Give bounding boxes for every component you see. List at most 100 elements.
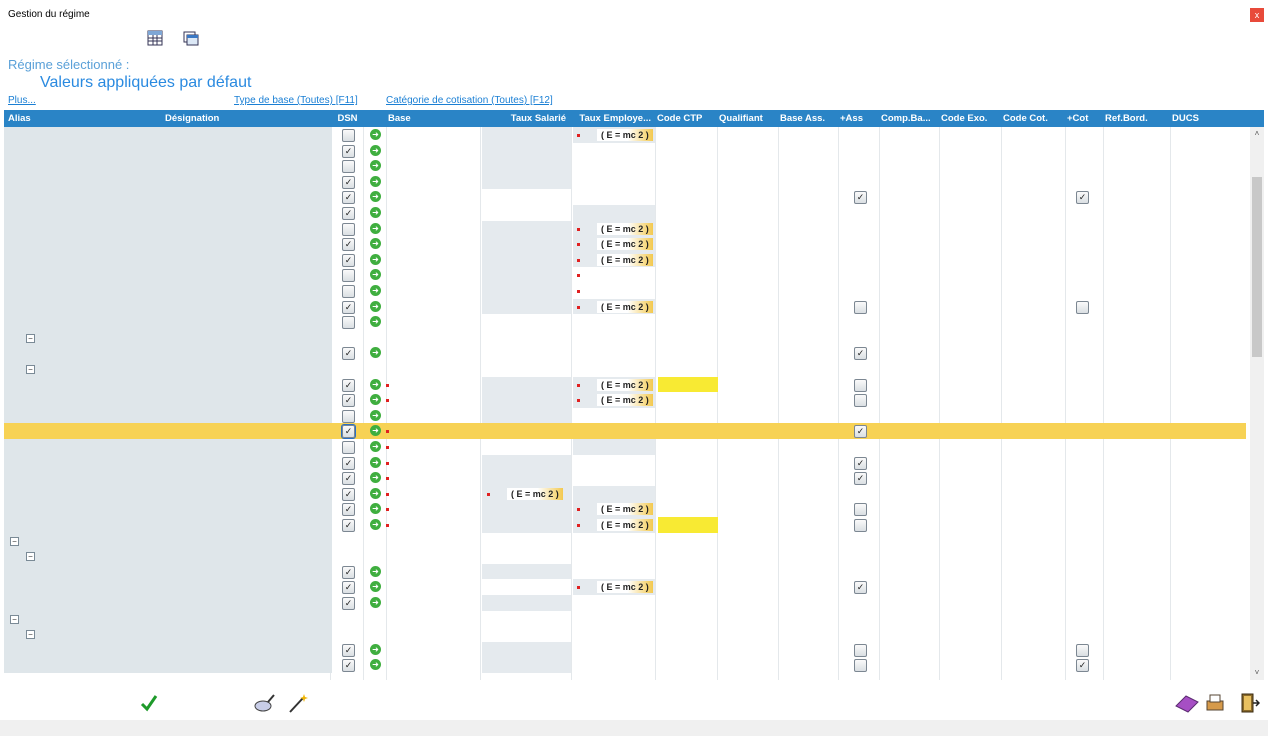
type-base-link[interactable]: Type de base (Toutes) [F11] <box>234 95 358 106</box>
formula-badge[interactable]: ( E = mc 2 ) <box>597 394 653 407</box>
apply-arrow-icon[interactable]: ➜ <box>370 472 381 484</box>
dsn-checkbox[interactable] <box>342 441 355 454</box>
table-row[interactable]: ✓ ➜ ( E = mc 2 ) ✓ <box>4 579 1246 595</box>
cot-checkbox[interactable]: ✓ <box>1076 659 1089 673</box>
cot-checkbox[interactable] <box>1076 643 1089 657</box>
table-row[interactable]: ✓ ➜ ( E = mc 2 ) <box>4 298 1246 315</box>
collapse-toggle-icon[interactable]: − <box>26 365 35 374</box>
ass-checkbox[interactable] <box>854 659 867 673</box>
table-row[interactable]: ✓ ➜ <box>4 563 1246 580</box>
table-row[interactable]: ➜ <box>4 267 1246 283</box>
apply-arrow-icon[interactable]: ➜ <box>370 394 381 406</box>
cot-checkbox[interactable] <box>1076 300 1089 314</box>
cot-checkbox[interactable]: ✓ <box>1076 191 1089 205</box>
dsn-checkbox[interactable]: ✓ <box>342 175 355 189</box>
search-icon[interactable] <box>252 692 278 714</box>
plus-link[interactable]: Plus... <box>8 95 36 106</box>
table-row[interactable]: ✓ ➜ ( E = mc 2 ) <box>4 392 1246 408</box>
table-row[interactable]: ✓ ➜ ✓ <box>4 345 1246 361</box>
scroll-up-icon[interactable]: ˄ <box>1254 129 1260 138</box>
column-header[interactable]: Taux Salarié <box>510 113 566 124</box>
column-header[interactable]: Base Ass. <box>780 113 826 124</box>
table-row[interactable]: ➜ <box>4 283 1246 299</box>
column-header[interactable]: Alias <box>8 113 31 124</box>
print-icon[interactable] <box>1204 692 1226 714</box>
dsn-checkbox[interactable]: ✓ <box>342 487 355 501</box>
dsn-checkbox[interactable]: ✓ <box>342 238 355 252</box>
subgroup-row[interactable]: − <box>4 329 1246 346</box>
dsn-checkbox[interactable] <box>342 129 355 142</box>
table-row[interactable]: ✓ ➜ ( E = mc 2 ) <box>4 517 1246 533</box>
table-row[interactable]: ✓ ➜ ✓ <box>4 454 1246 471</box>
apply-arrow-icon[interactable]: ➜ <box>370 129 381 140</box>
dsn-checkbox[interactable]: ✓ <box>342 253 355 267</box>
dsn-checkbox[interactable]: ✓ <box>342 503 355 517</box>
column-header[interactable]: Code Cot. <box>1003 113 1048 124</box>
apply-arrow-icon[interactable]: ➜ <box>370 425 381 437</box>
vertical-scrollbar[interactable]: ˄ ˅ <box>1250 127 1264 680</box>
dsn-checkbox[interactable]: ✓ <box>342 581 355 595</box>
dsn-checkbox[interactable] <box>342 222 355 236</box>
formula-badge[interactable]: ( E = mc 2 ) <box>597 238 653 251</box>
dsn-checkbox[interactable]: ✓ <box>342 472 355 486</box>
formula-badge[interactable]: ( E = mc 2 ) <box>597 300 653 313</box>
grid-icon[interactable] <box>147 30 163 46</box>
ass-checkbox[interactable] <box>854 643 867 657</box>
table-row[interactable]: ➜ <box>4 314 1246 330</box>
table-row[interactable]: ✓ ➜ <box>4 641 1246 658</box>
collapse-toggle-icon[interactable]: − <box>10 614 19 624</box>
table-row[interactable]: ✓ ➜ ✓ <box>4 470 1246 486</box>
dsn-checkbox[interactable]: ✓ <box>342 597 355 610</box>
apply-arrow-icon[interactable]: ➜ <box>370 300 381 312</box>
column-header[interactable] <box>365 110 387 127</box>
dsn-checkbox[interactable]: ✓ <box>342 394 355 408</box>
group-row[interactable]: − <box>4 610 1246 627</box>
apply-arrow-icon[interactable]: ➜ <box>370 316 381 328</box>
dsn-checkbox[interactable]: ✓ <box>342 347 355 361</box>
checkmark-icon[interactable] <box>138 692 160 714</box>
apply-arrow-icon[interactable]: ➜ <box>370 347 381 359</box>
table-row[interactable]: ➜ <box>4 158 1246 174</box>
apply-arrow-icon[interactable]: ➜ <box>370 222 381 234</box>
dsn-checkbox[interactable]: ✓ <box>341 424 356 440</box>
formula-badge[interactable]: ( E = mc 2 ) <box>597 129 653 141</box>
column-header[interactable]: +Ass <box>840 113 863 124</box>
eraser-icon[interactable] <box>1174 692 1200 714</box>
formula-badge[interactable]: ( E = mc 2 ) <box>597 253 653 266</box>
dsn-checkbox[interactable]: ✓ <box>342 144 355 158</box>
apply-arrow-icon[interactable]: ➜ <box>370 285 381 296</box>
dsn-checkbox[interactable]: ✓ <box>342 659 355 673</box>
table-row[interactable]: ✓ ➜ ✓ ✓ <box>4 189 1246 205</box>
table-row[interactable]: ✓ ➜ <box>4 142 1246 159</box>
formula-badge[interactable]: ( E = mc 2 ) <box>597 519 653 531</box>
ass-checkbox[interactable]: ✓ <box>854 347 867 361</box>
dsn-checkbox[interactable]: ✓ <box>342 565 355 579</box>
apply-arrow-icon[interactable]: ➜ <box>370 409 381 421</box>
dsn-checkbox[interactable]: ✓ <box>342 191 355 205</box>
window-icon[interactable] <box>183 30 199 46</box>
column-header[interactable]: DUCS <box>1172 113 1199 124</box>
scroll-thumb[interactable] <box>1252 177 1262 357</box>
collapse-toggle-icon[interactable]: − <box>26 333 35 343</box>
apply-arrow-icon[interactable]: ➜ <box>370 207 381 218</box>
apply-arrow-icon[interactable]: ➜ <box>370 643 381 655</box>
categorie-link[interactable]: Catégorie de cotisation (Toutes) [F12] <box>386 95 553 106</box>
dsn-checkbox[interactable] <box>342 316 355 330</box>
group-row[interactable]: − <box>4 532 1246 549</box>
table-row[interactable]: ➜ <box>4 439 1246 455</box>
column-header[interactable]: Ref.Bord. <box>1105 113 1148 124</box>
column-header[interactable]: Base <box>388 113 411 124</box>
table-row[interactable]: ✓ ➜ ✓ <box>4 423 1246 440</box>
apply-arrow-icon[interactable]: ➜ <box>370 456 381 468</box>
formula-badge[interactable]: ( E = mc 2 ) <box>597 378 653 391</box>
table-row[interactable]: ➜ ( E = mc 2 ) <box>4 127 1246 143</box>
collapse-toggle-icon[interactable]: − <box>10 536 19 546</box>
collapse-toggle-icon[interactable]: − <box>26 552 35 562</box>
apply-arrow-icon[interactable]: ➜ <box>370 519 381 530</box>
table-row[interactable]: ➜ ( E = mc 2 ) <box>4 220 1246 237</box>
subgroup-row[interactable]: − <box>4 626 1246 642</box>
table-row[interactable]: ✓ ➜ ( E = mc 2 ) <box>4 251 1246 268</box>
apply-arrow-icon[interactable]: ➜ <box>370 503 381 515</box>
close-button[interactable]: x <box>1250 8 1264 22</box>
exit-door-icon[interactable] <box>1238 692 1260 714</box>
